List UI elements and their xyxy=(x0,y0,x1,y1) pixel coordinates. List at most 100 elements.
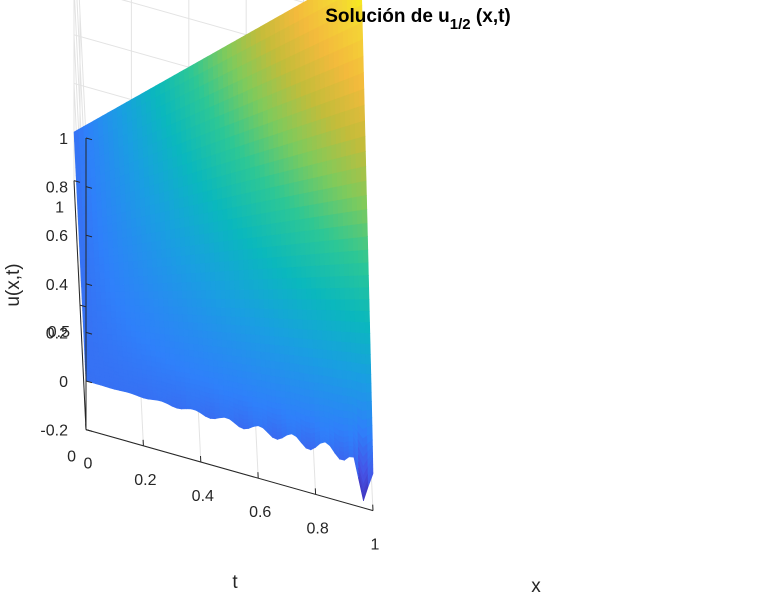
surface-patch xyxy=(314,410,320,418)
surface-patch xyxy=(315,276,322,289)
surface-patch xyxy=(244,289,250,300)
surface-patch xyxy=(149,319,156,328)
surface-patch xyxy=(216,164,222,178)
surface-patch xyxy=(106,215,113,226)
surface-patch xyxy=(247,390,253,398)
surface-patch xyxy=(271,257,278,269)
surface-patch xyxy=(253,113,259,130)
surface-patch xyxy=(280,209,286,223)
surface-patch xyxy=(335,112,342,131)
z-tick-mark xyxy=(85,137,93,141)
surface-patch xyxy=(319,426,326,432)
surface-patch xyxy=(275,210,282,224)
surface-patch xyxy=(241,34,247,53)
surface-patch xyxy=(313,216,320,231)
surface-patch xyxy=(232,228,239,241)
surface-patch xyxy=(137,268,144,278)
surface-patch xyxy=(91,304,98,312)
surface-patch xyxy=(296,288,303,300)
surface-patch xyxy=(243,279,250,291)
surface-patch xyxy=(141,242,148,253)
surface-patch xyxy=(283,345,290,356)
surface-patch xyxy=(357,39,364,59)
surface-patch xyxy=(216,175,223,190)
surface-patch xyxy=(201,168,208,182)
surface-patch xyxy=(328,227,335,242)
surface-patch xyxy=(115,311,122,319)
surface-patch xyxy=(166,265,173,276)
surface-patch xyxy=(227,69,234,87)
surface-patch xyxy=(298,166,304,182)
surface-patch xyxy=(340,321,347,333)
surface-patch xyxy=(182,163,189,177)
surface-patch xyxy=(262,279,269,290)
surface-patch xyxy=(293,346,300,357)
surface-patch xyxy=(184,103,191,119)
surface-patch xyxy=(92,327,99,334)
surface-patch xyxy=(136,243,143,254)
surface-patch xyxy=(215,140,222,155)
surface-patch xyxy=(313,26,320,46)
surface-patch xyxy=(350,332,357,344)
surface-patch xyxy=(167,282,173,292)
surface-patch xyxy=(186,139,193,154)
surface-patch xyxy=(188,329,194,338)
surface-patch xyxy=(280,43,287,62)
surface-patch xyxy=(175,246,182,258)
surface-patch xyxy=(314,58,321,77)
surface-patch xyxy=(231,206,238,220)
surface-patch xyxy=(308,365,314,376)
surface-patch xyxy=(333,239,340,254)
surface-patch xyxy=(336,171,343,188)
surface-patch xyxy=(156,240,162,251)
surface-patch xyxy=(323,383,329,393)
surface-patch xyxy=(342,410,349,419)
surface-patch xyxy=(218,398,225,405)
surface-patch xyxy=(169,209,176,221)
surface-patch xyxy=(89,250,95,260)
surface-patch xyxy=(244,317,251,327)
surface-patch xyxy=(230,324,237,334)
surface-patch xyxy=(113,254,120,264)
surface-patch xyxy=(186,282,193,292)
surface-patch xyxy=(360,363,367,375)
surface-patch xyxy=(201,290,207,300)
surface-patch xyxy=(222,354,228,363)
surface-patch xyxy=(224,136,231,152)
surface-patch xyxy=(351,196,358,213)
surface-patch xyxy=(239,289,245,300)
surface-patch xyxy=(159,191,165,204)
surface-patch xyxy=(240,181,247,195)
surface-patch xyxy=(212,338,218,348)
surface-patch xyxy=(330,288,336,300)
surface-patch xyxy=(348,250,355,265)
surface-patch xyxy=(255,365,262,375)
surface-patch xyxy=(283,318,289,329)
surface-patch xyxy=(163,320,170,329)
z-tick-label: 1 xyxy=(59,131,68,148)
surface-patch xyxy=(267,278,274,290)
surface-patch xyxy=(291,98,298,116)
surface-patch xyxy=(283,157,290,173)
surface-patch xyxy=(334,81,341,100)
surface-patch xyxy=(79,252,86,261)
surface-patch xyxy=(321,340,328,351)
surface-patch xyxy=(196,158,203,173)
surface-patch xyxy=(352,237,359,252)
surface-patch xyxy=(241,349,247,359)
surface-patch xyxy=(79,244,85,254)
surface-patch xyxy=(108,263,115,272)
surface-patch xyxy=(330,299,337,311)
z-tick-mark xyxy=(85,186,93,189)
surface-patch xyxy=(145,205,151,217)
surface-patch xyxy=(99,278,106,287)
surface-patch xyxy=(197,192,204,205)
surface-patch xyxy=(349,310,356,323)
surface-patch xyxy=(351,361,357,374)
surface-patch xyxy=(282,299,289,310)
surface-patch xyxy=(338,226,344,241)
surface-patch xyxy=(341,351,348,363)
surface-patch xyxy=(218,74,224,92)
surface-patch xyxy=(250,342,257,352)
surface-patch xyxy=(144,305,150,314)
